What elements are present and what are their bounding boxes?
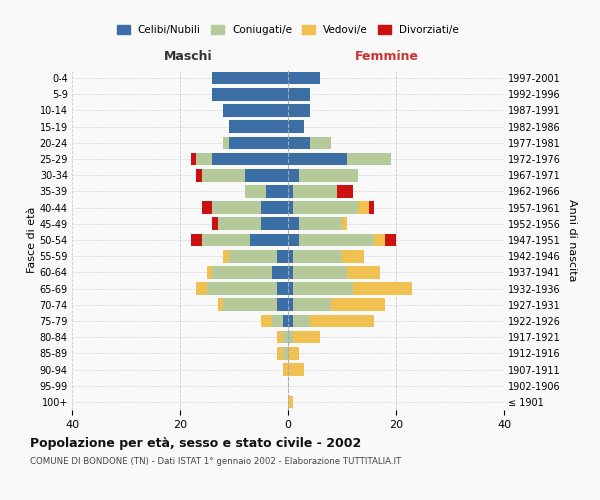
Bar [358, 202, 369, 214]
Bar [299, 234, 374, 246]
Bar [266, 185, 288, 198]
Bar [229, 120, 288, 133]
Bar [223, 104, 288, 117]
Bar [369, 202, 374, 214]
Bar [207, 266, 212, 278]
Bar [212, 72, 288, 85]
Text: COMUNE DI BONDONE (TN) - Dati ISTAT 1° gennaio 2002 - Elaborazione TUTTITALIA.IT: COMUNE DI BONDONE (TN) - Dati ISTAT 1° g… [30, 457, 401, 466]
Bar [293, 282, 353, 295]
Bar [196, 152, 212, 166]
Bar [288, 250, 293, 262]
Bar [277, 250, 288, 262]
Text: Maschi: Maschi [164, 50, 213, 63]
Bar [293, 185, 337, 198]
Bar [288, 120, 304, 133]
Bar [288, 234, 299, 246]
Bar [229, 136, 288, 149]
Bar [218, 298, 223, 311]
Bar [277, 282, 288, 295]
Bar [212, 266, 272, 278]
Bar [288, 169, 299, 181]
Bar [212, 88, 288, 101]
Text: Popolazione per età, sesso e stato civile - 2002: Popolazione per età, sesso e stato civil… [30, 438, 361, 450]
Bar [212, 152, 288, 166]
Y-axis label: Anni di nascita: Anni di nascita [566, 198, 577, 281]
Bar [331, 298, 385, 311]
Bar [288, 266, 293, 278]
Bar [229, 250, 277, 262]
Bar [374, 234, 385, 246]
Bar [288, 363, 304, 376]
Bar [299, 169, 358, 181]
Bar [261, 202, 288, 214]
Bar [310, 136, 331, 149]
Bar [245, 185, 266, 198]
Bar [261, 314, 272, 328]
Bar [288, 185, 293, 198]
Bar [250, 234, 288, 246]
Bar [191, 234, 202, 246]
Bar [288, 298, 293, 311]
Bar [288, 136, 310, 149]
Bar [196, 282, 207, 295]
Bar [207, 282, 277, 295]
Bar [261, 218, 288, 230]
Bar [310, 314, 374, 328]
Bar [283, 314, 288, 328]
Bar [288, 314, 293, 328]
Bar [337, 185, 353, 198]
Bar [288, 88, 310, 101]
Bar [293, 250, 342, 262]
Bar [223, 136, 229, 149]
Bar [202, 202, 212, 214]
Bar [223, 250, 229, 262]
Bar [288, 152, 347, 166]
Bar [288, 347, 299, 360]
Bar [283, 331, 288, 344]
Bar [288, 72, 320, 85]
Bar [223, 298, 277, 311]
Bar [272, 266, 288, 278]
Bar [202, 234, 250, 246]
Bar [218, 218, 261, 230]
Bar [191, 152, 196, 166]
Bar [288, 396, 293, 408]
Bar [283, 363, 288, 376]
Bar [299, 218, 342, 230]
Bar [245, 169, 288, 181]
Bar [288, 282, 293, 295]
Bar [277, 298, 288, 311]
Bar [347, 152, 391, 166]
Bar [293, 314, 310, 328]
Bar [288, 331, 293, 344]
Bar [385, 234, 396, 246]
Bar [212, 218, 218, 230]
Bar [353, 282, 412, 295]
Bar [283, 347, 288, 360]
Bar [196, 169, 202, 181]
Bar [347, 266, 380, 278]
Bar [277, 331, 283, 344]
Text: Femmine: Femmine [355, 50, 419, 63]
Bar [277, 347, 283, 360]
Bar [293, 202, 358, 214]
Bar [288, 202, 293, 214]
Bar [293, 266, 347, 278]
Bar [212, 202, 261, 214]
Bar [342, 250, 364, 262]
Bar [288, 104, 310, 117]
Bar [202, 169, 245, 181]
Bar [293, 331, 320, 344]
Bar [293, 298, 331, 311]
Legend: Celibi/Nubili, Coniugati/e, Vedovi/e, Divorziati/e: Celibi/Nubili, Coniugati/e, Vedovi/e, Di… [113, 21, 463, 39]
Bar [342, 218, 347, 230]
Bar [288, 218, 299, 230]
Y-axis label: Fasce di età: Fasce di età [26, 207, 37, 273]
Bar [272, 314, 283, 328]
